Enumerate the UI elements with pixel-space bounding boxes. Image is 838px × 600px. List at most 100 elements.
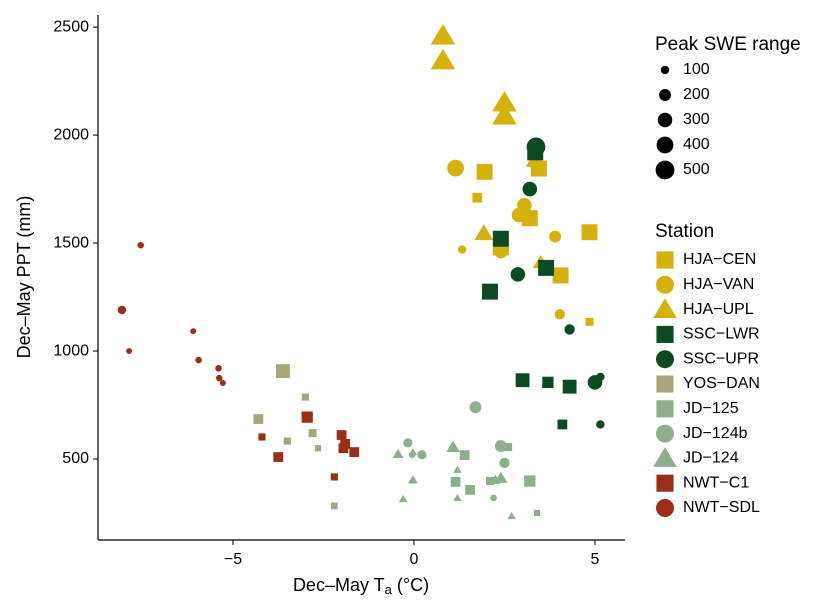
point: [190, 328, 197, 335]
point: [486, 477, 494, 486]
size-legend-dot: [656, 136, 674, 154]
point: [276, 364, 290, 379]
point: [126, 348, 133, 355]
point: [137, 241, 144, 249]
point: [562, 379, 577, 394]
point: [331, 502, 338, 510]
point: [524, 475, 536, 487]
point: [494, 471, 508, 483]
point: [504, 443, 513, 452]
y-axis-label: Dec–May PPT (mm): [14, 196, 34, 359]
x-label-suffix: (°C): [392, 575, 429, 595]
point: [117, 305, 127, 315]
point: [330, 473, 338, 481]
point: [253, 414, 264, 424]
point: [215, 365, 222, 372]
legend-title: Station: [655, 221, 714, 242]
point: [474, 224, 494, 241]
point: [301, 393, 309, 401]
point: [336, 430, 347, 440]
point: [490, 494, 497, 502]
point: [195, 356, 202, 364]
size-legend-dot: [655, 160, 675, 180]
legend-marker: [656, 375, 674, 393]
x-tick-label: 5: [591, 551, 600, 568]
size-legend-dot: [660, 65, 670, 75]
legend-marker: [656, 325, 674, 343]
legend-label: JD−124b: [683, 425, 748, 442]
legend-label: SSC−UPR: [683, 350, 759, 367]
point: [273, 452, 284, 462]
point: [482, 283, 498, 300]
point: [492, 90, 517, 112]
legend-label: JD−125: [683, 400, 739, 417]
size-legend-dot: [659, 89, 671, 101]
legend-marker: [656, 251, 674, 269]
point: [581, 224, 598, 241]
point: [526, 137, 546, 157]
point: [338, 443, 349, 454]
point: [557, 419, 568, 430]
size-legend-label: 500: [683, 161, 710, 178]
y-tick-label: 1000: [53, 342, 89, 359]
legend-marker: [656, 499, 674, 517]
size-legend-label: 200: [683, 86, 710, 103]
legend-label: HJA−CEN: [683, 251, 756, 268]
legend-marker: [656, 400, 674, 418]
x-axis-label: Dec–May Ta (°C): [293, 575, 429, 598]
point: [283, 437, 291, 445]
point: [494, 440, 507, 452]
point: [457, 245, 467, 254]
size-legend-dot: [657, 112, 673, 128]
x-label-text: Dec–May T: [293, 575, 385, 595]
point: [403, 438, 413, 448]
size-legend-label: 300: [683, 111, 710, 128]
point: [459, 450, 470, 461]
size-legend-label: 100: [683, 61, 710, 78]
point: [417, 450, 427, 460]
legend-marker: [656, 275, 674, 294]
point: [430, 23, 456, 45]
point: [308, 429, 317, 438]
point: [564, 324, 575, 335]
point: [507, 511, 516, 520]
point: [542, 376, 554, 388]
legend-label: JD−124: [683, 450, 739, 467]
x-tick-label: −5: [224, 551, 242, 568]
legend-label: NWT−SDL: [683, 499, 760, 516]
legend-marker: [653, 298, 677, 319]
point: [398, 494, 408, 503]
legend-label: NWT−C1: [683, 474, 749, 491]
point: [552, 267, 569, 284]
point: [492, 230, 509, 247]
point: [533, 509, 541, 517]
point: [549, 230, 562, 243]
y-tick-label: 500: [62, 450, 89, 467]
point: [450, 477, 461, 487]
point: [349, 447, 360, 457]
y-tick-label: 1500: [53, 234, 89, 251]
point: [510, 267, 526, 282]
size-legend-title: Peak SWE range: [655, 34, 801, 55]
y-tick-label: 2000: [53, 126, 89, 143]
point: [465, 485, 475, 495]
point: [469, 401, 482, 414]
point: [492, 103, 517, 125]
legend-label: HJA−VAN: [683, 276, 754, 293]
point: [430, 48, 456, 70]
legend-label: HJA−UPL: [683, 301, 754, 318]
point: [408, 448, 418, 456]
point: [499, 457, 510, 469]
point: [596, 372, 605, 382]
point: [494, 245, 508, 259]
point: [472, 192, 483, 203]
point: [301, 411, 313, 423]
point: [596, 420, 605, 429]
legend-marker: [656, 350, 674, 369]
point: [447, 159, 465, 177]
point: [453, 465, 462, 473]
point: [219, 380, 226, 386]
legend-marker: [656, 424, 674, 443]
point: [453, 493, 462, 501]
